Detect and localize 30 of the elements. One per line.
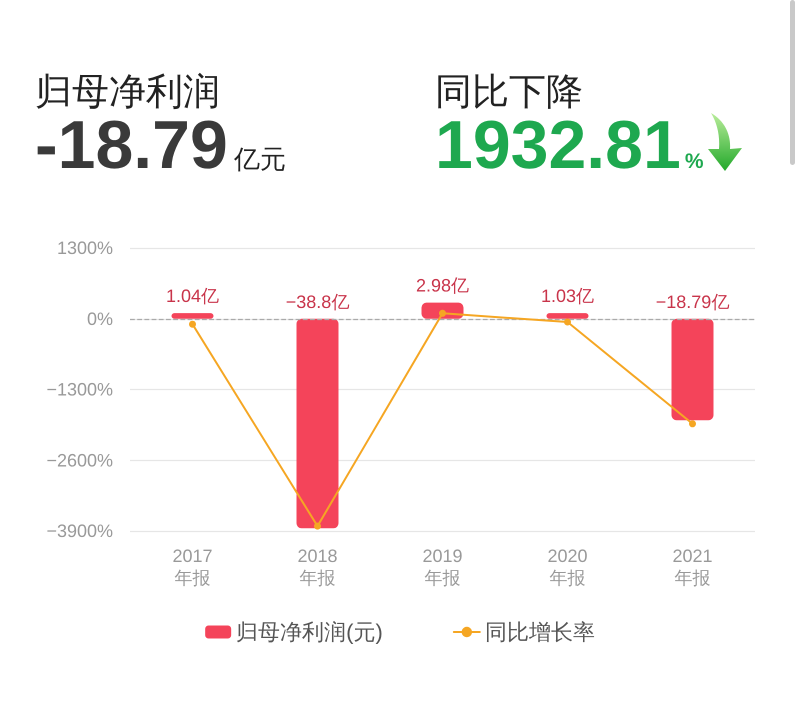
y-tick-label: 0% [86, 308, 113, 329]
x-tick-label: 2017 年报 [172, 546, 213, 588]
text: 归母净利润 [35, 70, 221, 114]
x-tick-label: 2018 年报 [297, 546, 338, 588]
bar [296, 318, 338, 528]
y-tick-label: −3900% [46, 521, 113, 541]
text: % [684, 150, 704, 174]
y-tick-label: −1300% [46, 380, 113, 400]
point [439, 310, 446, 317]
bar [672, 318, 714, 420]
data-label: 1.03亿 [540, 286, 594, 306]
point [564, 318, 571, 326]
legend-label: 归母净利润(元) [236, 620, 383, 644]
data-label: 2.98亿 [416, 276, 470, 296]
point [314, 522, 321, 530]
legend-label: 同比增长率 [484, 620, 595, 644]
y-tick-label: −2600% [46, 450, 113, 470]
point [189, 320, 196, 328]
data-label: 1.04亿 [166, 286, 220, 306]
text: 亿元 [234, 143, 286, 176]
x-tick-label: 2019 年报 [422, 546, 463, 588]
y-tick-label: 1300% [56, 238, 113, 258]
x-tick-label: 2021 年报 [672, 546, 713, 588]
data-label: −18.79亿 [656, 292, 730, 312]
text: 同比下降 [435, 70, 584, 114]
point [689, 420, 696, 428]
data-label: −38.8亿 [286, 292, 350, 312]
x-tick-label: 2020 年报 [547, 546, 588, 588]
bar [546, 313, 588, 319]
bar [172, 313, 214, 319]
